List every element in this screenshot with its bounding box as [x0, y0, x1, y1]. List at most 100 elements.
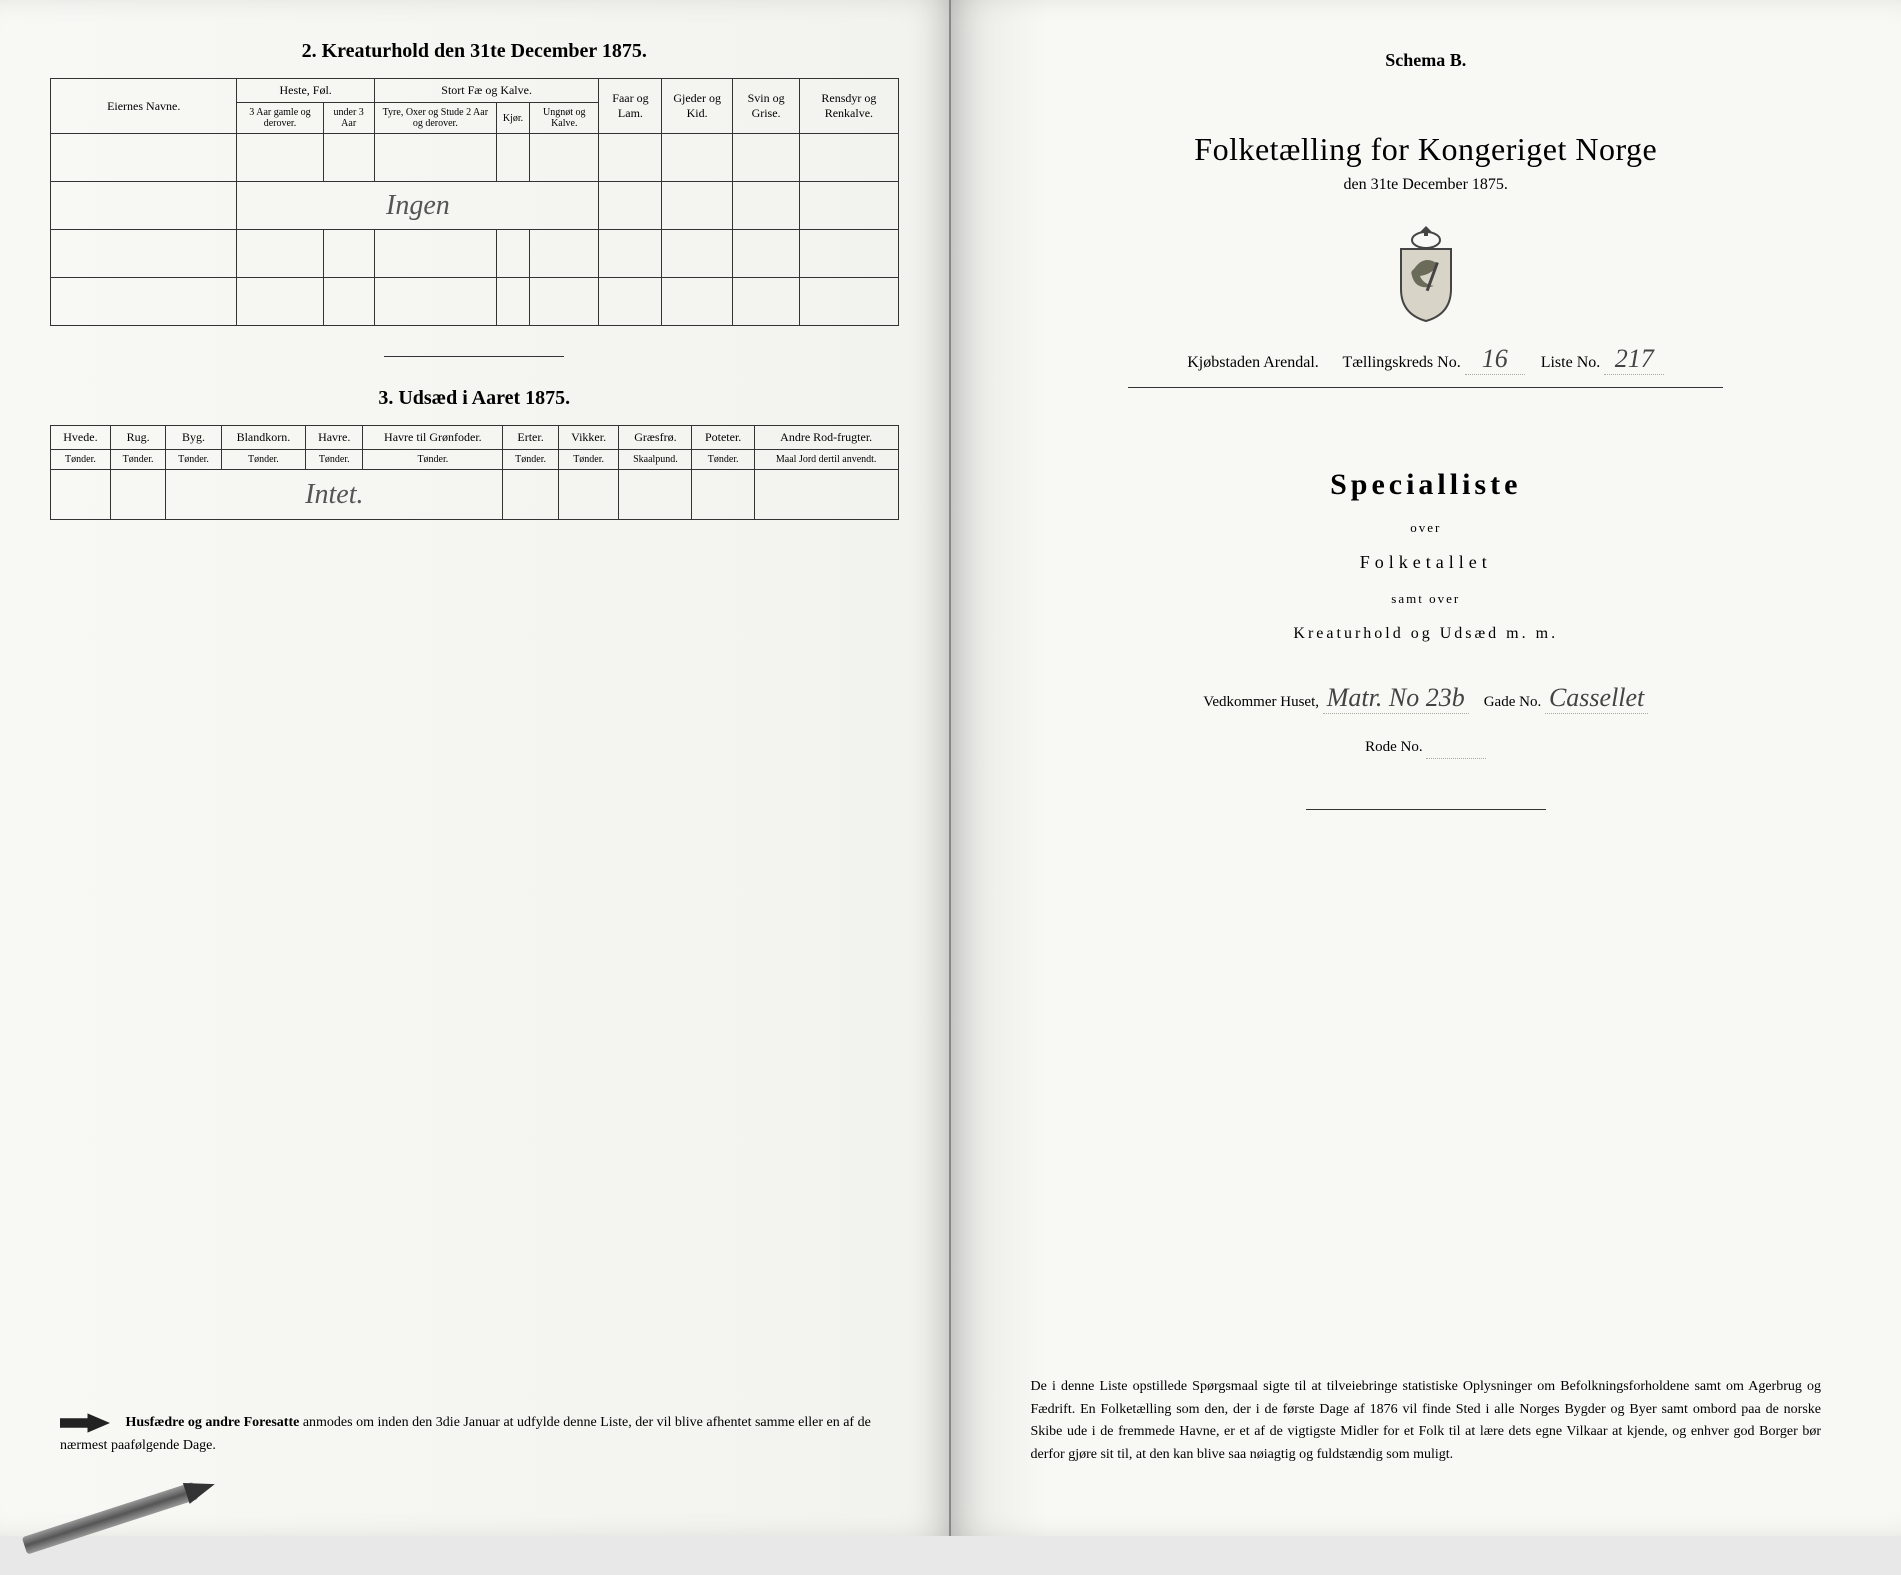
seed-table: Hvede. Rug. Byg. Blandkorn. Havre. Havre…	[50, 425, 899, 520]
col-goats: Gjeder og Kid.	[662, 79, 732, 134]
cell	[800, 230, 898, 278]
cell	[374, 230, 496, 278]
cell	[800, 182, 898, 230]
cell	[530, 230, 599, 278]
cell	[237, 230, 323, 278]
sub-h5: Ungnøt og Kalve.	[530, 103, 599, 134]
u1: Tønder.	[51, 450, 111, 470]
subtitle: den 31te December 1875.	[1001, 176, 1852, 194]
u10: Tønder.	[692, 450, 754, 470]
cell	[323, 230, 374, 278]
footnote: Husfædre og andre Foresatte anmodes om i…	[60, 1411, 889, 1456]
coat-of-arms-icon	[1386, 224, 1466, 324]
col-pigs: Svin og Grise.	[732, 79, 799, 134]
kreds-value: 16	[1465, 344, 1525, 375]
spec-over: over	[1001, 520, 1852, 536]
c11: Andre Rod-frugter.	[754, 426, 898, 450]
cell	[51, 230, 237, 278]
explanation-text: De i denne Liste opstillede Spørgsmaal s…	[1031, 1376, 1822, 1466]
handwritten-intet: Intet.	[166, 470, 503, 520]
cell	[732, 278, 799, 326]
cell	[323, 278, 374, 326]
cell	[374, 134, 496, 182]
rode-label: Rode No.	[1365, 739, 1423, 755]
cell	[732, 134, 799, 182]
sub-h2: under 3 Aar	[323, 103, 374, 134]
sub-h4: Kjør.	[496, 103, 529, 134]
rode-line: Rode No.	[1001, 728, 1852, 759]
table-row	[51, 230, 899, 278]
section2-title: 2. Kreaturhold den 31te December 1875.	[50, 40, 899, 63]
cell	[374, 278, 496, 326]
main-title: Folketælling for Kongeriget Norge	[1001, 131, 1852, 168]
u8: Tønder.	[558, 450, 619, 470]
divider	[1306, 809, 1546, 810]
cell	[51, 182, 237, 230]
cell	[662, 278, 732, 326]
cell	[619, 470, 692, 520]
huset-label: Vedkommer Huset,	[1203, 694, 1319, 710]
gade-label: Gade No.	[1484, 694, 1541, 710]
u11: Maal Jord dertil anvendt.	[754, 450, 898, 470]
book-spread: 2. Kreaturhold den 31te December 1875. E…	[0, 0, 1901, 1536]
cell	[237, 278, 323, 326]
cell	[599, 182, 662, 230]
pen-body	[22, 1482, 199, 1555]
table-row	[51, 278, 899, 326]
cell	[237, 134, 323, 182]
table-row: Hvede. Rug. Byg. Blandkorn. Havre. Havre…	[51, 426, 899, 450]
c1: Hvede.	[51, 426, 111, 450]
cell	[800, 134, 898, 182]
c8: Vikker.	[558, 426, 619, 450]
cell	[530, 278, 599, 326]
right-page: Schema B. Folketælling for Kongeriget No…	[951, 0, 1901, 1536]
handwritten-ingen: Ingen	[237, 182, 599, 230]
u2: Tønder.	[110, 450, 165, 470]
divider	[384, 356, 564, 357]
cell	[503, 470, 558, 520]
cell	[800, 278, 898, 326]
rule	[1128, 387, 1723, 388]
liste-value: 217	[1604, 344, 1664, 375]
u7: Tønder.	[503, 450, 558, 470]
cell	[599, 278, 662, 326]
huset-value: Matr. No 23b	[1323, 683, 1469, 714]
cell	[51, 278, 237, 326]
liste-label: Liste No.	[1541, 354, 1601, 371]
cell	[662, 134, 732, 182]
c7: Erter.	[503, 426, 558, 450]
cell	[662, 230, 732, 278]
table-row: Tønder. Tønder. Tønder. Tønder. Tønder. …	[51, 450, 899, 470]
census-id-line: Kjøbstaden Arendal. Tællingskreds No. 16…	[1001, 344, 1852, 375]
schema-label: Schema B.	[1001, 50, 1852, 71]
cell	[662, 182, 732, 230]
cell	[110, 470, 165, 520]
c5: Havre.	[306, 426, 363, 450]
c9: Græsfrø.	[619, 426, 692, 450]
spec-folk: Folketallet	[1001, 552, 1852, 573]
cell	[732, 230, 799, 278]
u5: Tønder.	[306, 450, 363, 470]
pen-object	[16, 1457, 225, 1575]
col-owner: Eiernes Navne.	[51, 79, 237, 134]
cell	[496, 230, 529, 278]
rode-value	[1426, 728, 1486, 759]
c2: Rug.	[110, 426, 165, 450]
cell	[692, 470, 754, 520]
table-row: Eiernes Navne. Heste, Føl. Stort Fæ og K…	[51, 79, 899, 103]
c6: Havre til Grønfoder.	[363, 426, 503, 450]
table-row	[51, 134, 899, 182]
table-row: Ingen	[51, 182, 899, 230]
cell	[754, 470, 898, 520]
table-row: Intet.	[51, 470, 899, 520]
col-sheep: Faar og Lam.	[599, 79, 662, 134]
footnote-bold: Husfædre og andre Foresatte	[126, 1415, 300, 1430]
col-horses: Heste, Føl.	[237, 79, 374, 103]
col-cattle: Stort Fæ og Kalve.	[374, 79, 599, 103]
cell	[51, 134, 237, 182]
u6: Tønder.	[363, 450, 503, 470]
city-label: Kjøbstaden Arendal.	[1187, 354, 1319, 371]
livestock-table: Eiernes Navne. Heste, Føl. Stort Fæ og K…	[50, 78, 899, 326]
cell	[558, 470, 619, 520]
spec-kreatur: Kreaturhold og Udsæd m. m.	[1001, 625, 1852, 643]
